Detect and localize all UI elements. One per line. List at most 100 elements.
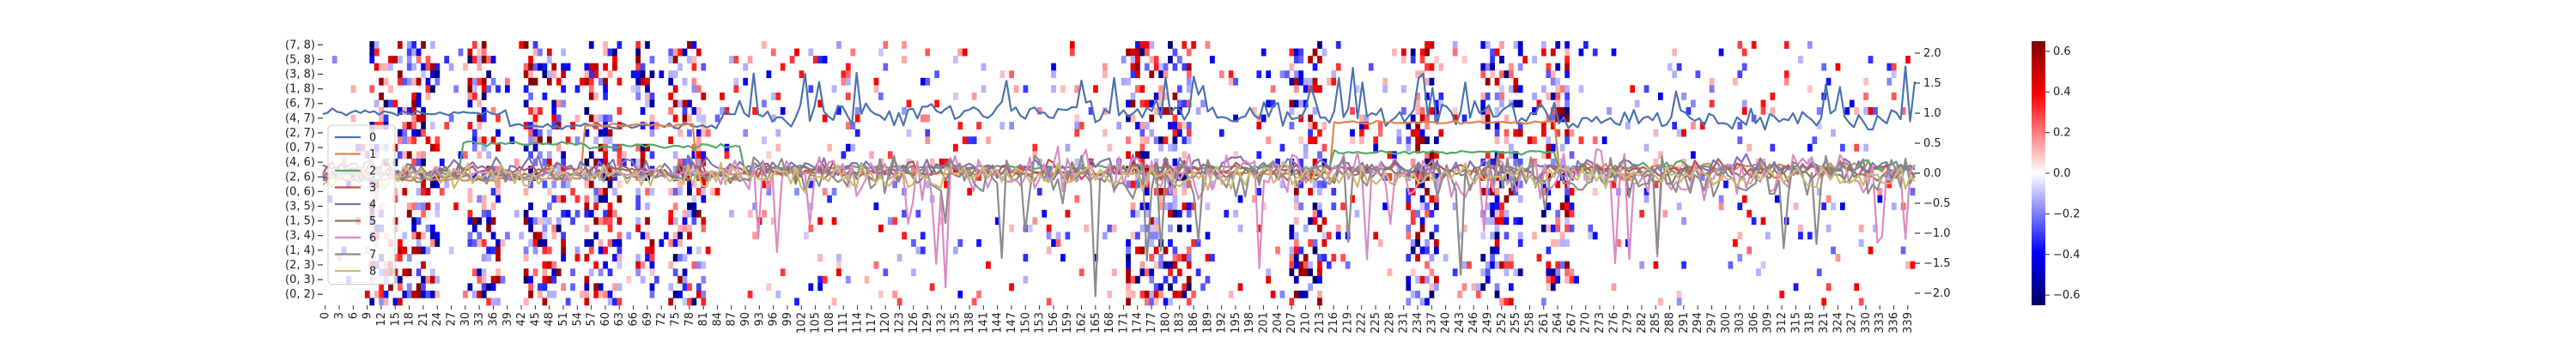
heatmap-cell <box>762 209 767 218</box>
heatmap-cell <box>607 136 613 145</box>
x-tick-label: 315 <box>1789 312 1802 334</box>
heatmap-cell <box>1517 180 1523 189</box>
heatmap-cell <box>612 239 617 247</box>
heatmap-cell <box>416 77 422 86</box>
heatmap-cell <box>471 41 477 49</box>
y-axis-right: 2.01.51.00.50.0−0.5−1.0−1.5−2.0 <box>1915 47 1951 300</box>
heatmap-cell <box>714 114 720 123</box>
heatmap-cell <box>477 122 483 129</box>
heatmap-cell <box>1279 70 1285 79</box>
heatmap-cell <box>434 209 440 218</box>
heatmap-cell <box>1433 246 1439 255</box>
heatmap-cell <box>1149 70 1155 79</box>
heatmap-cell <box>486 254 492 262</box>
heatmap-cell <box>439 158 445 166</box>
heatmap-cell <box>434 70 440 79</box>
heatmap-cell <box>1074 114 1080 123</box>
heatmap-cell <box>1475 283 1481 292</box>
heatmap-cell <box>1760 261 1766 269</box>
x-tick-label: 291 <box>1678 312 1691 334</box>
heatmap-cell <box>1891 92 1897 100</box>
heatmap-cell <box>1205 202 1211 211</box>
heatmap-cell <box>1373 143 1379 152</box>
heatmap-cell <box>1406 136 1412 145</box>
x-tick-label: 183 <box>1174 312 1187 334</box>
y-tick-label: (4, 6) <box>285 156 315 169</box>
heatmap-cell <box>467 48 473 57</box>
heatmap-cell <box>1546 283 1552 292</box>
heatmap-cell <box>1237 195 1243 203</box>
colorbar-tick-label: −0.6 <box>2053 289 2081 302</box>
heatmap-cell <box>565 209 571 218</box>
heatmap-cell <box>1494 283 1500 292</box>
heatmap-cell <box>551 63 557 71</box>
heatmap-cell <box>1480 283 1486 292</box>
heatmap-cell <box>538 232 543 240</box>
heatmap-cell <box>1546 202 1552 211</box>
heatmap-cell <box>1905 261 1911 269</box>
heatmap-cell <box>402 246 408 255</box>
heatmap-cell <box>1168 298 1173 306</box>
heatmap-cell <box>1425 209 1430 218</box>
heatmap-cell <box>1126 151 1131 159</box>
heatmap-cell <box>1686 107 1692 115</box>
heatmap-cell <box>1425 188 1430 196</box>
heatmap-cell <box>1303 77 1309 86</box>
heatmap-cell <box>374 48 380 57</box>
x-tick-label: 276 <box>1607 312 1620 334</box>
y-tick-label: (3, 5) <box>285 201 315 214</box>
heatmap-cell <box>1317 56 1322 63</box>
heatmap-cell <box>1532 232 1537 240</box>
heatmap-cell <box>1139 122 1145 129</box>
heatmap-cell <box>701 261 707 269</box>
heatmap-cell <box>1485 41 1491 49</box>
heatmap-cell <box>1293 85 1299 93</box>
heatmap-cell <box>402 122 408 129</box>
heatmap-cell <box>1256 151 1262 159</box>
heatmap-cell <box>1176 290 1182 298</box>
heatmap-cell <box>1504 136 1510 145</box>
heatmap-cell <box>1798 56 1803 63</box>
heatmap-cell <box>486 70 492 79</box>
heatmap-cell <box>551 290 557 298</box>
heatmap-cell <box>1425 48 1430 57</box>
heatmap-cell <box>416 92 422 100</box>
heatmap-cell <box>439 188 445 196</box>
heatmap-cell <box>1233 114 1238 123</box>
heatmap-cell <box>682 275 688 284</box>
heatmap-cell <box>1186 77 1192 86</box>
heatmap-cell <box>495 143 501 152</box>
legend-label: 8 <box>369 266 376 279</box>
heatmap-cell <box>1321 48 1327 57</box>
heatmap-cell <box>696 290 702 298</box>
heatmap-cell <box>1756 268 1761 277</box>
heatmap-cell <box>607 217 613 226</box>
heatmap-cell <box>873 77 879 86</box>
heatmap-cell <box>556 268 562 277</box>
heatmap-cell <box>1691 99 1696 108</box>
heatmap-cell <box>406 151 412 159</box>
heatmap-cell <box>911 165 916 174</box>
heatmap-cell <box>593 217 599 226</box>
heatmap-cell <box>556 143 562 152</box>
heatmap-cell <box>1270 99 1276 108</box>
heatmap-cell <box>1139 246 1145 255</box>
heatmap-cell <box>542 275 548 284</box>
heatmap-cell <box>1153 224 1159 232</box>
heatmap-cell <box>1275 158 1280 166</box>
heatmap-cell <box>1186 224 1192 232</box>
heatmap-cell <box>1149 239 1155 247</box>
heatmap-cell <box>402 290 408 298</box>
heatmap-cell <box>845 63 851 71</box>
heatmap-cell <box>1559 85 1565 93</box>
x-tick-label: 78 <box>683 312 696 327</box>
heatmap-cell <box>902 209 907 218</box>
heatmap-cell <box>495 298 501 306</box>
heatmap-cell <box>1601 136 1607 145</box>
x-tick-label: 114 <box>852 312 865 334</box>
heatmap-cell <box>663 232 669 240</box>
heatmap-cell <box>836 41 841 49</box>
heatmap-cell <box>528 107 533 115</box>
heatmap-cell <box>1494 202 1500 211</box>
heatmap-cell <box>1905 56 1911 63</box>
